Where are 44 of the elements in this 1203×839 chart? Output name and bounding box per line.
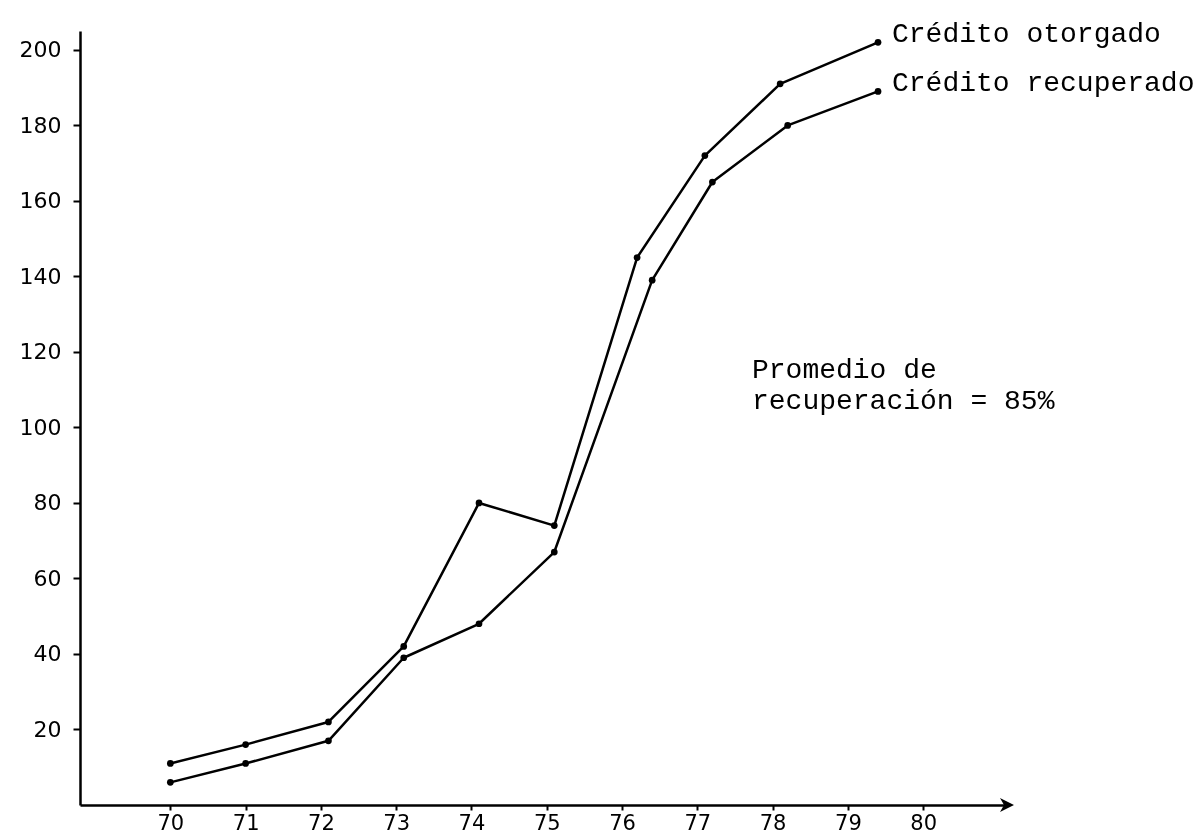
y-tick-label: 120 <box>19 339 62 365</box>
point <box>400 643 408 650</box>
x-tick-label: 71 <box>232 810 260 835</box>
y-tick-label: 100 <box>19 414 62 440</box>
series-label: Crédito otorgado <box>892 19 1161 51</box>
point <box>400 654 408 662</box>
y-tick-label: 60 <box>33 565 62 591</box>
x-tick-label: 80 <box>910 810 938 835</box>
y-tick-label: 80 <box>33 490 62 516</box>
series-label: Crédito recuperado <box>892 68 1195 100</box>
y-tick-label: 160 <box>19 188 62 214</box>
y-tick-label: 200 <box>19 37 62 63</box>
point <box>701 152 709 159</box>
point <box>648 276 656 284</box>
point <box>550 548 558 556</box>
point <box>874 38 882 46</box>
x-tick-label: 72 <box>308 810 335 835</box>
x-tick-label: 78 <box>759 810 787 835</box>
point <box>325 737 332 745</box>
x-tick-label: 73 <box>383 810 411 835</box>
point <box>166 779 174 786</box>
x-tick-label: 76 <box>609 810 636 835</box>
x-tick-label: 70 <box>157 810 185 835</box>
point <box>475 620 483 628</box>
point <box>776 80 784 88</box>
point <box>242 741 249 748</box>
point <box>475 499 483 507</box>
annotation: Promedio de recuperación = 85% <box>752 355 1055 417</box>
x-tick-label: 79 <box>835 810 862 835</box>
point <box>874 88 882 95</box>
x-tick-label: 74 <box>458 810 486 835</box>
y-tick-label: 140 <box>19 263 62 289</box>
point <box>784 122 792 129</box>
y-tick-label: 40 <box>33 641 62 667</box>
point <box>166 760 174 767</box>
point <box>633 254 641 261</box>
point <box>325 718 332 726</box>
x-tick-label: 77 <box>684 810 712 835</box>
point <box>242 760 249 767</box>
x-tick-label: 75 <box>533 810 561 835</box>
y-tick-label: 20 <box>33 716 62 742</box>
y-tick-label: 180 <box>19 112 62 138</box>
point <box>550 522 558 529</box>
point <box>709 178 716 186</box>
